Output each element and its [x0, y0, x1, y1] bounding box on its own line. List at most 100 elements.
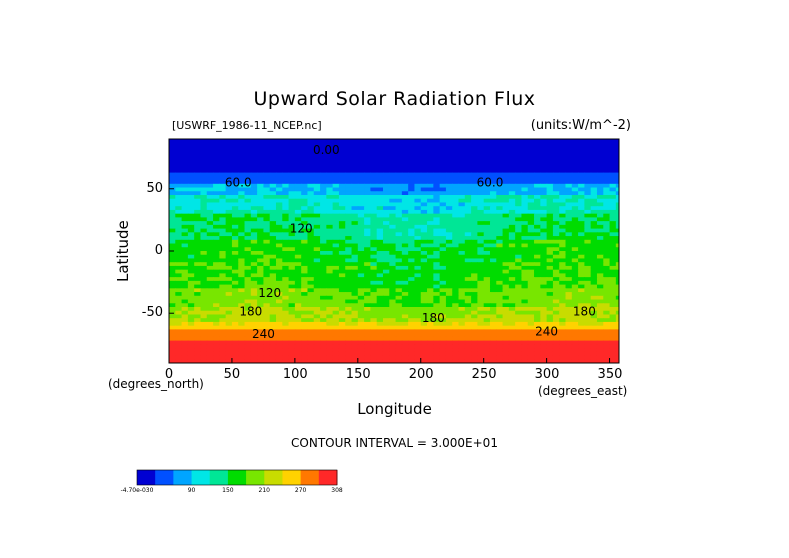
field-cell	[578, 236, 585, 241]
field-cell	[609, 236, 617, 241]
field-cell	[364, 269, 371, 274]
field-cell	[552, 176, 560, 181]
field-cell	[401, 307, 409, 312]
field-cell	[294, 336, 302, 342]
field-cell	[433, 310, 441, 316]
field-cell	[571, 310, 579, 316]
field-cell	[552, 168, 560, 174]
field-cell	[345, 168, 353, 174]
field-cell	[200, 355, 208, 360]
field-cell	[420, 292, 428, 297]
field-cell	[584, 344, 592, 349]
field-cell	[382, 139, 390, 144]
field-cell	[603, 344, 611, 349]
field-cell	[433, 325, 441, 330]
field-cell	[534, 139, 541, 144]
field-cell	[320, 198, 327, 204]
field-cell	[590, 284, 598, 289]
field-cell	[489, 318, 497, 323]
field-cell	[559, 288, 567, 293]
field-cell	[263, 303, 271, 308]
field-cell	[294, 243, 302, 248]
field-cell	[351, 150, 359, 155]
field-cell	[464, 307, 472, 312]
field-cell	[326, 157, 334, 162]
field-cell	[338, 273, 346, 278]
field-cell	[376, 336, 384, 342]
field-cell	[187, 310, 195, 316]
field-cell	[603, 348, 611, 353]
field-cell	[527, 288, 535, 293]
field-cell	[565, 150, 573, 155]
field-cell	[452, 206, 460, 211]
field-cell	[609, 321, 617, 327]
field-cell	[206, 310, 214, 316]
field-cell	[332, 340, 340, 345]
field-cell	[483, 224, 491, 230]
field-cell	[408, 325, 416, 330]
field-cell	[376, 224, 384, 230]
field-cell	[382, 310, 390, 316]
field-cell	[489, 243, 497, 248]
field-cell	[433, 321, 441, 327]
field-cell	[534, 359, 541, 363]
field-cell	[206, 284, 214, 289]
field-cell	[364, 273, 371, 278]
field-cell	[332, 351, 340, 357]
field-cell	[313, 254, 321, 260]
field-cell	[408, 269, 416, 274]
field-cell	[609, 247, 617, 252]
field-cell	[313, 157, 321, 162]
field-cell	[408, 262, 416, 267]
field-cell	[540, 307, 548, 312]
chart-title: Upward Solar Radiation Flux	[253, 88, 536, 110]
field-cell	[332, 206, 340, 211]
field-cell	[395, 165, 403, 170]
field-cell	[326, 318, 334, 323]
colorbar: -4.70e-030 90 150 210 270 308	[121, 469, 343, 494]
field-cell	[458, 292, 466, 297]
field-cell	[427, 284, 434, 289]
field-cell	[263, 183, 271, 189]
field-cell	[175, 221, 183, 226]
field-cell	[307, 273, 315, 278]
field-cell	[175, 139, 183, 144]
field-cell	[175, 153, 183, 159]
field-cell	[231, 142, 239, 148]
field-cell	[552, 183, 560, 189]
field-cell	[320, 344, 327, 349]
field-cell	[263, 221, 271, 226]
field-cell	[401, 269, 409, 274]
field-cell	[596, 251, 604, 256]
field-cell	[364, 351, 371, 357]
field-cell	[332, 262, 340, 267]
field-cell	[231, 213, 239, 218]
field-cell	[194, 325, 202, 330]
field-cell	[282, 228, 290, 233]
field-cell	[225, 273, 233, 278]
field-cell	[596, 153, 604, 159]
field-cell	[219, 165, 227, 170]
field-cell	[496, 221, 504, 226]
field-cell	[578, 262, 585, 267]
field-cell	[169, 280, 176, 286]
field-cell	[420, 355, 428, 360]
field-cell	[169, 150, 176, 155]
field-cell	[294, 288, 302, 293]
field-cell	[515, 142, 523, 148]
field-cell	[527, 172, 535, 177]
field-cell	[263, 314, 271, 319]
field-cell	[213, 348, 220, 353]
field-cell	[439, 303, 447, 308]
field-cell	[307, 318, 315, 323]
field-cell	[534, 299, 541, 304]
field-cell	[452, 176, 460, 181]
field-cell	[584, 176, 592, 181]
field-cell	[376, 329, 384, 334]
field-cell	[496, 168, 504, 174]
field-cell	[515, 191, 523, 196]
field-cell	[250, 209, 258, 215]
field-cell	[370, 153, 378, 159]
field-cell	[231, 336, 239, 342]
field-cell	[427, 310, 434, 316]
